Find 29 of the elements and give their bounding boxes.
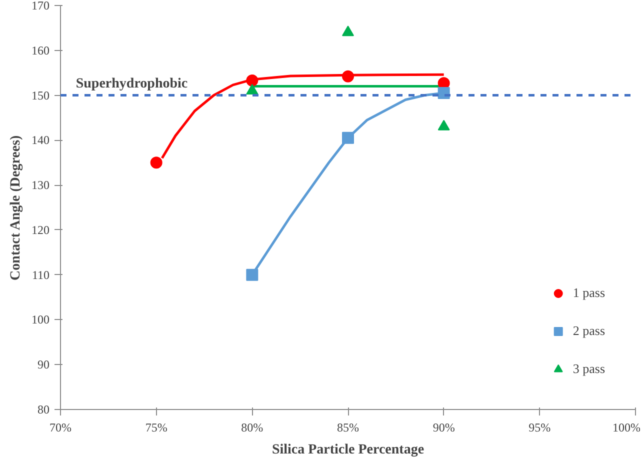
- y-tick-label: 120: [32, 222, 50, 237]
- point: [342, 132, 354, 144]
- x-tick-label: 70%: [50, 420, 72, 434]
- x-axis-title: Silica Particle Percentage: [272, 442, 424, 458]
- y-tick-label: 100: [32, 312, 50, 327]
- point: [342, 70, 354, 82]
- point: [246, 74, 258, 86]
- legend-label: 3 pass: [572, 361, 605, 377]
- x-tick-label: 85%: [337, 420, 359, 434]
- y-tick-label: 140: [32, 133, 50, 148]
- point: [342, 26, 354, 36]
- x-tick-label: 80%: [241, 420, 264, 434]
- y-tick-label: 80: [38, 402, 50, 416]
- legend-label: 1 pass: [572, 285, 605, 301]
- x-tick-label: 75%: [145, 420, 168, 434]
- y-tick-label: 110: [32, 268, 50, 282]
- y-tick-label: 150: [32, 88, 50, 102]
- y-axis-title: Contact Angle (Degrees): [8, 134, 24, 280]
- legend-label: 2 pass: [572, 323, 605, 339]
- y-tick-label: 90: [38, 358, 50, 372]
- y-tick-label: 130: [32, 178, 50, 192]
- x-tick-label: 90%: [432, 420, 455, 434]
- ref-line-label: Superhydrophobic: [76, 76, 188, 92]
- y-tick-label: 160: [32, 43, 50, 58]
- point: [246, 268, 258, 281]
- x-tick-label: 95%: [528, 420, 551, 434]
- y-tick-label: 170: [32, 0, 50, 12]
- x-tick-label: 100%: [612, 420, 641, 434]
- point: [150, 156, 162, 169]
